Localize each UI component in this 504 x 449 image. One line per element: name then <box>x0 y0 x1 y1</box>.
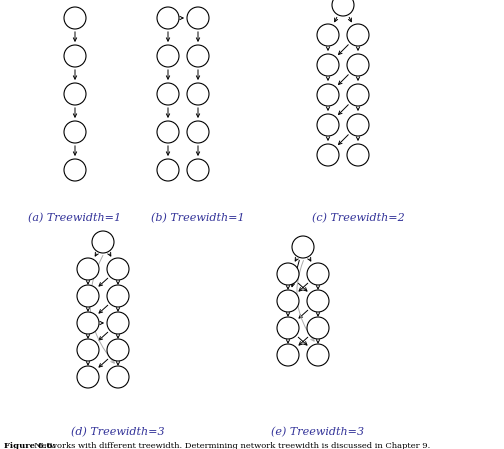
Circle shape <box>77 366 99 388</box>
Circle shape <box>347 24 369 46</box>
Circle shape <box>77 339 99 361</box>
Circle shape <box>347 84 369 106</box>
Circle shape <box>77 312 99 334</box>
Circle shape <box>92 231 114 253</box>
Circle shape <box>64 159 86 181</box>
Circle shape <box>157 45 179 67</box>
Circle shape <box>157 121 179 143</box>
Circle shape <box>317 144 339 166</box>
Circle shape <box>187 83 209 105</box>
Circle shape <box>157 83 179 105</box>
Circle shape <box>277 263 299 285</box>
Circle shape <box>317 24 339 46</box>
Text: Networks with different treewidth. Determining network treewidth is discussed in: Networks with different treewidth. Deter… <box>29 442 430 449</box>
Text: (d) Treewidth=3: (d) Treewidth=3 <box>71 427 165 437</box>
Circle shape <box>317 84 339 106</box>
Circle shape <box>347 144 369 166</box>
Circle shape <box>307 317 329 339</box>
Circle shape <box>187 159 209 181</box>
Circle shape <box>107 258 129 280</box>
Circle shape <box>277 290 299 312</box>
Circle shape <box>307 344 329 366</box>
Text: Figure 6.6:: Figure 6.6: <box>4 442 55 449</box>
Circle shape <box>64 121 86 143</box>
Circle shape <box>77 285 99 307</box>
Circle shape <box>64 83 86 105</box>
Circle shape <box>277 317 299 339</box>
Circle shape <box>64 45 86 67</box>
Circle shape <box>347 54 369 76</box>
Text: (a) Treewidth=1: (a) Treewidth=1 <box>28 213 121 223</box>
Circle shape <box>64 7 86 29</box>
Circle shape <box>332 0 354 16</box>
Circle shape <box>317 114 339 136</box>
Circle shape <box>307 290 329 312</box>
Circle shape <box>157 7 179 29</box>
Circle shape <box>107 285 129 307</box>
Circle shape <box>107 339 129 361</box>
Circle shape <box>277 344 299 366</box>
Text: (b) Treewidth=1: (b) Treewidth=1 <box>151 213 245 223</box>
Circle shape <box>187 121 209 143</box>
Circle shape <box>187 45 209 67</box>
Circle shape <box>292 236 314 258</box>
Text: (c) Treewidth=2: (c) Treewidth=2 <box>311 213 404 223</box>
Circle shape <box>77 258 99 280</box>
Circle shape <box>317 54 339 76</box>
Circle shape <box>187 7 209 29</box>
Circle shape <box>347 114 369 136</box>
Circle shape <box>107 366 129 388</box>
Text: (e) Treewidth=3: (e) Treewidth=3 <box>272 427 364 437</box>
Circle shape <box>107 312 129 334</box>
Circle shape <box>307 263 329 285</box>
Circle shape <box>157 159 179 181</box>
